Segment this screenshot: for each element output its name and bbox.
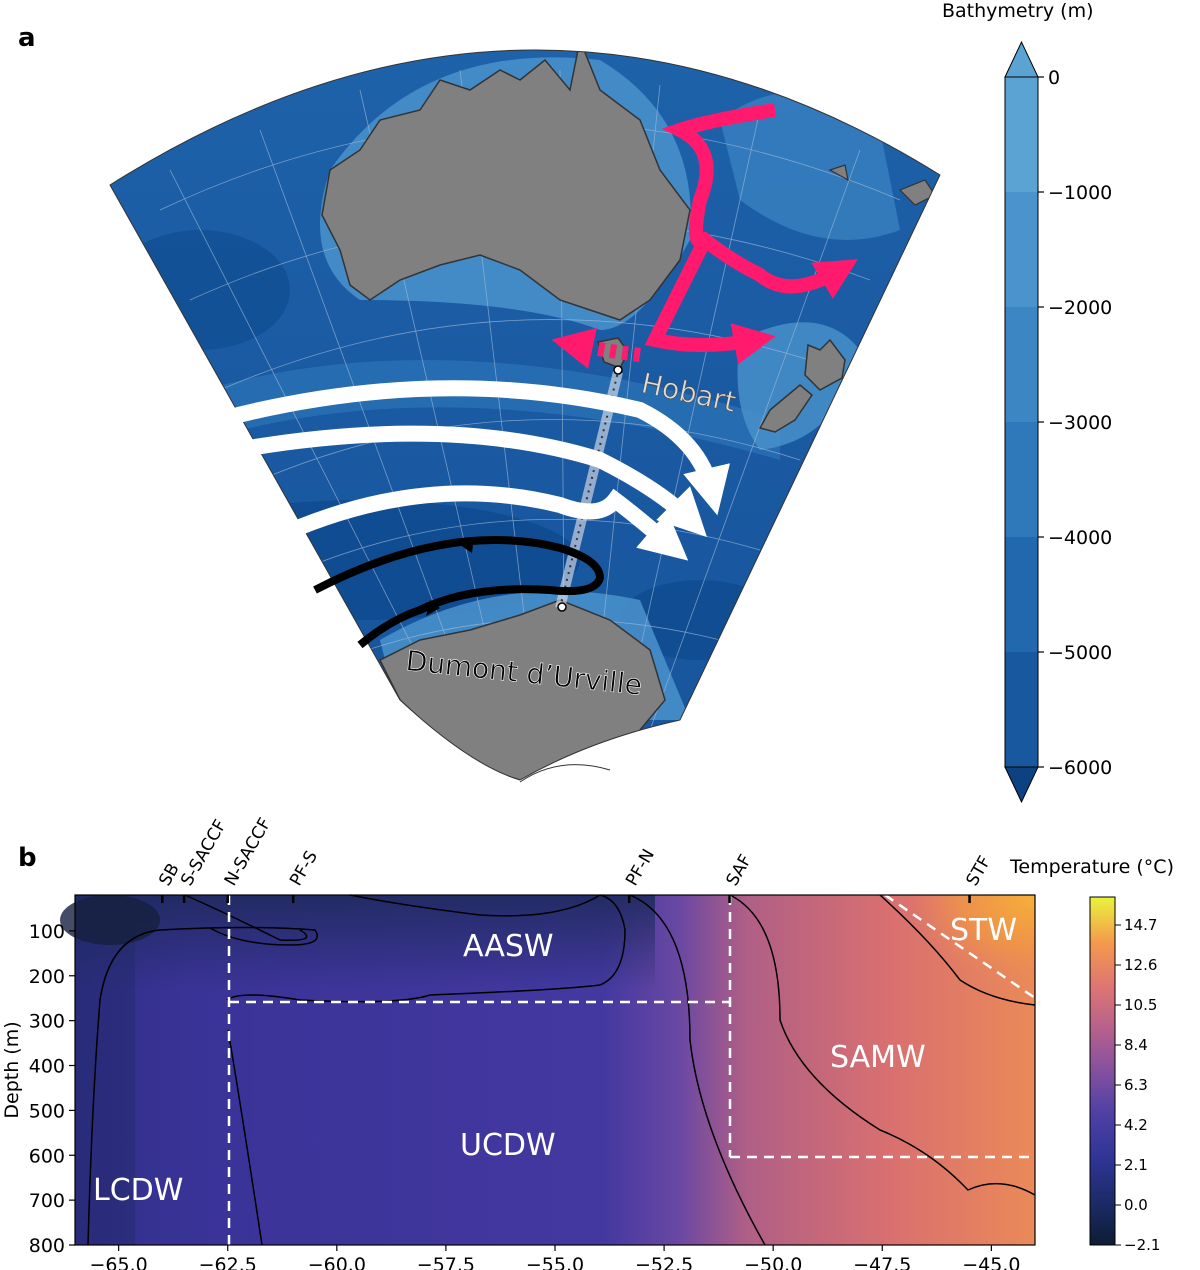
depth-tick-label: 600 (29, 1145, 65, 1167)
bathymetry-colorbar-tick-label: −4000 (1048, 527, 1112, 549)
aasw-label: AASW (463, 929, 554, 964)
latitude-axis: −65.0 −62.5 −60.0 −57.5 −55.0 −52.5 −50.0 −47.5… (90, 1245, 1020, 1270)
depth-axis-label: Depth (m) (1, 1021, 23, 1118)
australia-landmass (321, 49, 691, 321)
dumont-marker (557, 602, 567, 612)
latitude-tick-label: −47.5 (853, 1254, 911, 1270)
bathymetry-colorbar-segment (1005, 652, 1038, 767)
panel-b-letter: b (18, 843, 37, 873)
bathymetry-colorbar-segment (1005, 77, 1038, 192)
bathymetry-colorbar-segment (1005, 307, 1038, 422)
transect-line (555, 365, 623, 612)
depth-tick-label: 500 (29, 1100, 65, 1122)
temperature-colorbar-tick-label: −2.1 (1124, 1236, 1160, 1254)
latitude-tick-label: −57.5 (417, 1254, 475, 1270)
map-frame (109, 49, 941, 781)
temperature-colorbar-tick-label: 0.0 (1124, 1196, 1148, 1214)
depth-axis: 100 200 300 400 500 600 700 800 (29, 921, 75, 1257)
latitude-tick-label: −50.0 (744, 1254, 802, 1270)
bathymetry-colorbar-label: Bathymetry (m) (942, 0, 1094, 22)
bathymetry-colorbar-segment (1005, 192, 1038, 307)
depth-tick-label: 200 (29, 966, 65, 988)
temperature-colorbar-tick-label: 8.4 (1124, 1036, 1148, 1054)
water-mass-boundaries (227, 893, 1036, 1245)
bathymetry-colorbar-tick-label: 0 (1048, 67, 1060, 89)
latitude-tick-label: −60.0 (308, 1254, 366, 1270)
new-zealand-south-island (758, 384, 814, 433)
island (828, 164, 849, 182)
depth-tick-label: 300 (29, 1011, 65, 1033)
temperature-colorbar: Temperature (°C) 14.7 12.6 10.5 8.4 6.3 4.2 2.… (1009, 856, 1174, 1254)
samw-label: SAMW (830, 1040, 926, 1075)
ucdw-label: UCDW (460, 1128, 556, 1163)
depth-tick-label: 400 (29, 1056, 65, 1078)
bathymetry-colorbar-tick-label: −1000 (1048, 182, 1112, 204)
temperature-section: AASW UCDW LCDW SAMW STW (60, 893, 1036, 1246)
temperature-colorbar-tick-label: 6.3 (1124, 1076, 1148, 1094)
temperature-colorbar-label: Temperature (°C) (1009, 856, 1174, 878)
bathymetry-colorbar-tick-label: −6000 (1048, 757, 1112, 779)
front-label: PF-N (622, 846, 659, 890)
acc-current-arrows (197, 380, 730, 561)
front-label: SAF (723, 851, 757, 889)
bathymetry-colorbar-segment (1005, 537, 1038, 652)
ross-gyre-arrows (313, 536, 605, 649)
latitude-tick-label: −52.5 (635, 1254, 693, 1270)
isotherm-contours (87, 894, 1036, 1246)
hobart-marker (613, 365, 623, 375)
depth-tick-label: 800 (29, 1235, 65, 1257)
temperature-colorbar-tick-label: 14.7 (1124, 916, 1157, 934)
temperature-colorbar-tick-label: 2.1 (1124, 1156, 1148, 1174)
latitude-tick-label: −45.0 (962, 1254, 1020, 1270)
bathymetry-colorbar-extend-top (1004, 40, 1039, 78)
panel-a-letter: a (18, 23, 36, 53)
bathymetry-colorbar-tick-label: −2000 (1048, 297, 1112, 319)
east-australian-current-arrows (551, 103, 859, 369)
latitude-tick-label: −62.5 (199, 1254, 257, 1270)
bathymetry-colorbar-segment (1005, 422, 1038, 537)
depth-tick-label: 700 (29, 1190, 65, 1212)
stw-label: STW (950, 913, 1017, 948)
temperature-colorbar-tick-label: 4.2 (1124, 1116, 1148, 1134)
latitude-tick-label: −55.0 (526, 1254, 584, 1270)
new-zealand-north-island (804, 338, 846, 391)
temperature-colorbar-bar (1089, 896, 1116, 1246)
temperature-colorbar-tick-label: 10.5 (1124, 996, 1157, 1014)
latitude-tick-label: −65.0 (90, 1254, 148, 1270)
depth-tick-label: 100 (29, 921, 65, 943)
front-label: STF (963, 853, 996, 890)
front-label: PF-S (286, 847, 322, 889)
lcdw-label: LCDW (93, 1173, 183, 1208)
bathymetry-colorbar: Bathymetry (m) 0 −1000 −2000 −3000 −4000 −500… (942, 0, 1112, 804)
bathymetry-colorbar-tick-label: −3000 (1048, 412, 1112, 434)
temperature-colorbar-tick-label: 12.6 (1124, 956, 1157, 974)
bathymetry-colorbar-tick-label: −5000 (1048, 642, 1112, 664)
bathymetry-colorbar-extend-bottom (1004, 766, 1039, 804)
